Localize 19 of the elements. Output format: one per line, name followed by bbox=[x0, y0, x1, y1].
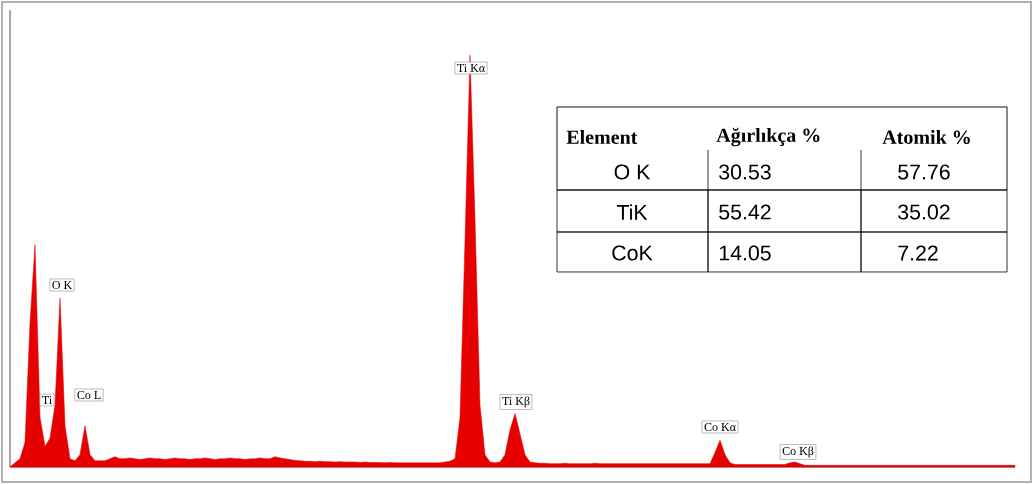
annotation: Ağırlıkça % bbox=[716, 127, 820, 147]
annotation: CoK bbox=[612, 245, 653, 261]
annotation: O K bbox=[52, 280, 73, 290]
annotation: 55.42 bbox=[719, 204, 771, 220]
annotation: 35.02 bbox=[898, 204, 950, 220]
annotation: 7.22 bbox=[898, 245, 938, 261]
annotation: TiK bbox=[616, 204, 648, 220]
annotation: Ti Kα bbox=[457, 63, 485, 73]
annotation: Element bbox=[566, 129, 638, 145]
annotation: Co Kβ bbox=[782, 446, 814, 458]
annotation: O K bbox=[614, 164, 651, 180]
annotation: Ti bbox=[42, 396, 52, 404]
annotation: 30.53 bbox=[719, 164, 771, 180]
annotation: Co L bbox=[77, 390, 101, 400]
annotation: Atomik % bbox=[882, 129, 970, 145]
annotation: Ti Kβ bbox=[502, 396, 530, 408]
annotation: Co Kα bbox=[704, 422, 736, 432]
annotation: 14.05 bbox=[719, 245, 771, 261]
annotation: 57.76 bbox=[898, 164, 950, 180]
